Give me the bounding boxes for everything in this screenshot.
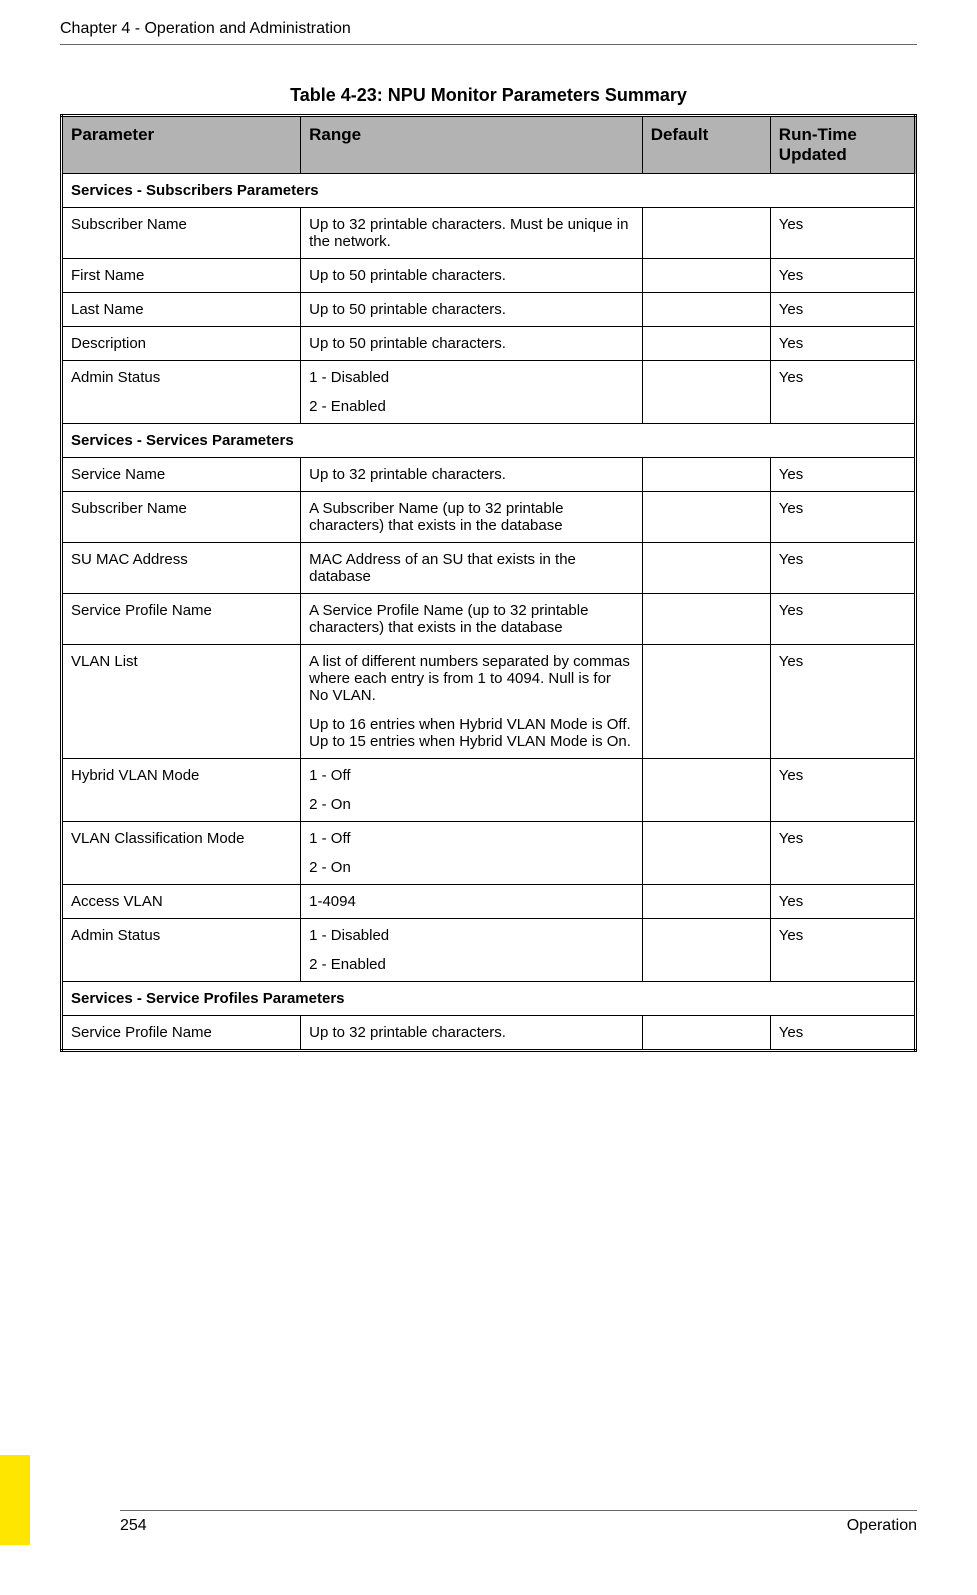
table-row: VLAN ListA list of different numbers sep…	[62, 645, 916, 759]
left-margin-tab	[0, 1455, 30, 1545]
cell-default	[642, 594, 770, 645]
section-header-row: Services - Subscribers Parameters	[62, 174, 916, 208]
cell-runtime: Yes	[770, 293, 915, 327]
cell-parameter: First Name	[62, 259, 301, 293]
table-row: DescriptionUp to 50 printable characters…	[62, 327, 916, 361]
table-row: Admin Status1 - Disabled2 - Enabled Yes	[62, 361, 916, 424]
chapter-header: Chapter 4 - Operation and Administration	[60, 20, 917, 45]
footer: 254 Operation	[120, 1510, 917, 1535]
cell-parameter: Service Profile Name	[62, 594, 301, 645]
col-range: Range	[301, 116, 643, 174]
cell-runtime: Yes	[770, 919, 915, 982]
cell-default	[642, 492, 770, 543]
section-title: Services - Service Profiles Parameters	[62, 982, 916, 1016]
cell-default	[642, 327, 770, 361]
cell-runtime: Yes	[770, 645, 915, 759]
page-number: 254	[120, 1517, 147, 1535]
cell-runtime: Yes	[770, 327, 915, 361]
table-row: VLAN Classification Mode1 - Off2 - On Yes	[62, 822, 916, 885]
table-row: Subscriber NameA Subscriber Name (up to …	[62, 492, 916, 543]
table-row: Admin Status1 - Disabled2 - Enabled Yes	[62, 919, 916, 982]
cell-range: 1 - Disabled2 - Enabled	[301, 919, 643, 982]
cell-runtime: Yes	[770, 259, 915, 293]
table-row: Access VLAN1-4094 Yes	[62, 885, 916, 919]
table-row: Service Profile NameUp to 32 printable c…	[62, 1016, 916, 1051]
cell-range: Up to 32 printable characters. Must be u…	[301, 208, 643, 259]
cell-parameter: Admin Status	[62, 361, 301, 424]
cell-parameter: Hybrid VLAN Mode	[62, 759, 301, 822]
cell-default	[642, 208, 770, 259]
cell-default	[642, 293, 770, 327]
cell-runtime: Yes	[770, 492, 915, 543]
col-default: Default	[642, 116, 770, 174]
cell-parameter: VLAN Classification Mode	[62, 822, 301, 885]
cell-parameter: Subscriber Name	[62, 492, 301, 543]
cell-parameter: Subscriber Name	[62, 208, 301, 259]
table-row: Service NameUp to 32 printable character…	[62, 458, 916, 492]
table-row: Hybrid VLAN Mode1 - Off2 - On Yes	[62, 759, 916, 822]
cell-parameter: Access VLAN	[62, 885, 301, 919]
cell-default	[642, 543, 770, 594]
cell-runtime: Yes	[770, 543, 915, 594]
table-row: SU MAC AddressMAC Address of an SU that …	[62, 543, 916, 594]
cell-default	[642, 1016, 770, 1051]
table-row: First NameUp to 50 printable characters.…	[62, 259, 916, 293]
section-title: Services - Services Parameters	[62, 424, 916, 458]
cell-range: A Subscriber Name (up to 32 printable ch…	[301, 492, 643, 543]
params-table: Parameter Range Default Run-Time Updated…	[60, 114, 917, 1052]
cell-default	[642, 822, 770, 885]
cell-runtime: Yes	[770, 759, 915, 822]
cell-runtime: Yes	[770, 458, 915, 492]
cell-range: MAC Address of an SU that exists in the …	[301, 543, 643, 594]
col-parameter: Parameter	[62, 116, 301, 174]
cell-default	[642, 645, 770, 759]
table-row: Service Profile NameA Service Profile Na…	[62, 594, 916, 645]
cell-default	[642, 458, 770, 492]
cell-range: 1 - Disabled2 - Enabled	[301, 361, 643, 424]
cell-runtime: Yes	[770, 822, 915, 885]
cell-range: Up to 50 printable characters.	[301, 327, 643, 361]
table-caption: Table 4-23: NPU Monitor Parameters Summa…	[60, 85, 917, 106]
cell-range: 1-4094	[301, 885, 643, 919]
section-name: Operation	[847, 1517, 917, 1535]
cell-range: Up to 32 printable characters.	[301, 1016, 643, 1051]
table-body: Services - Subscribers ParametersSubscri…	[62, 174, 916, 1051]
cell-parameter: Service Profile Name	[62, 1016, 301, 1051]
cell-default	[642, 919, 770, 982]
cell-range: Up to 32 printable characters.	[301, 458, 643, 492]
section-title: Services - Subscribers Parameters	[62, 174, 916, 208]
cell-range: A Service Profile Name (up to 32 printab…	[301, 594, 643, 645]
cell-default	[642, 259, 770, 293]
cell-default	[642, 361, 770, 424]
cell-parameter: Admin Status	[62, 919, 301, 982]
page: Chapter 4 - Operation and Administration…	[0, 0, 977, 1595]
section-header-row: Services - Services Parameters	[62, 424, 916, 458]
table-header-row: Parameter Range Default Run-Time Updated	[62, 116, 916, 174]
cell-range: 1 - Off2 - On	[301, 759, 643, 822]
cell-parameter: VLAN List	[62, 645, 301, 759]
cell-range: 1 - Off2 - On	[301, 822, 643, 885]
cell-runtime: Yes	[770, 1016, 915, 1051]
cell-runtime: Yes	[770, 594, 915, 645]
col-runtime: Run-Time Updated	[770, 116, 915, 174]
table-row: Subscriber NameUp to 32 printable charac…	[62, 208, 916, 259]
cell-range: Up to 50 printable characters.	[301, 259, 643, 293]
cell-runtime: Yes	[770, 885, 915, 919]
cell-runtime: Yes	[770, 361, 915, 424]
cell-parameter: Last Name	[62, 293, 301, 327]
cell-parameter: Service Name	[62, 458, 301, 492]
section-header-row: Services - Service Profiles Parameters	[62, 982, 916, 1016]
cell-default	[642, 885, 770, 919]
cell-default	[642, 759, 770, 822]
cell-parameter: SU MAC Address	[62, 543, 301, 594]
cell-runtime: Yes	[770, 208, 915, 259]
cell-parameter: Description	[62, 327, 301, 361]
cell-range: A list of different numbers separated by…	[301, 645, 643, 759]
cell-range: Up to 50 printable characters.	[301, 293, 643, 327]
table-row: Last NameUp to 50 printable characters. Y…	[62, 293, 916, 327]
